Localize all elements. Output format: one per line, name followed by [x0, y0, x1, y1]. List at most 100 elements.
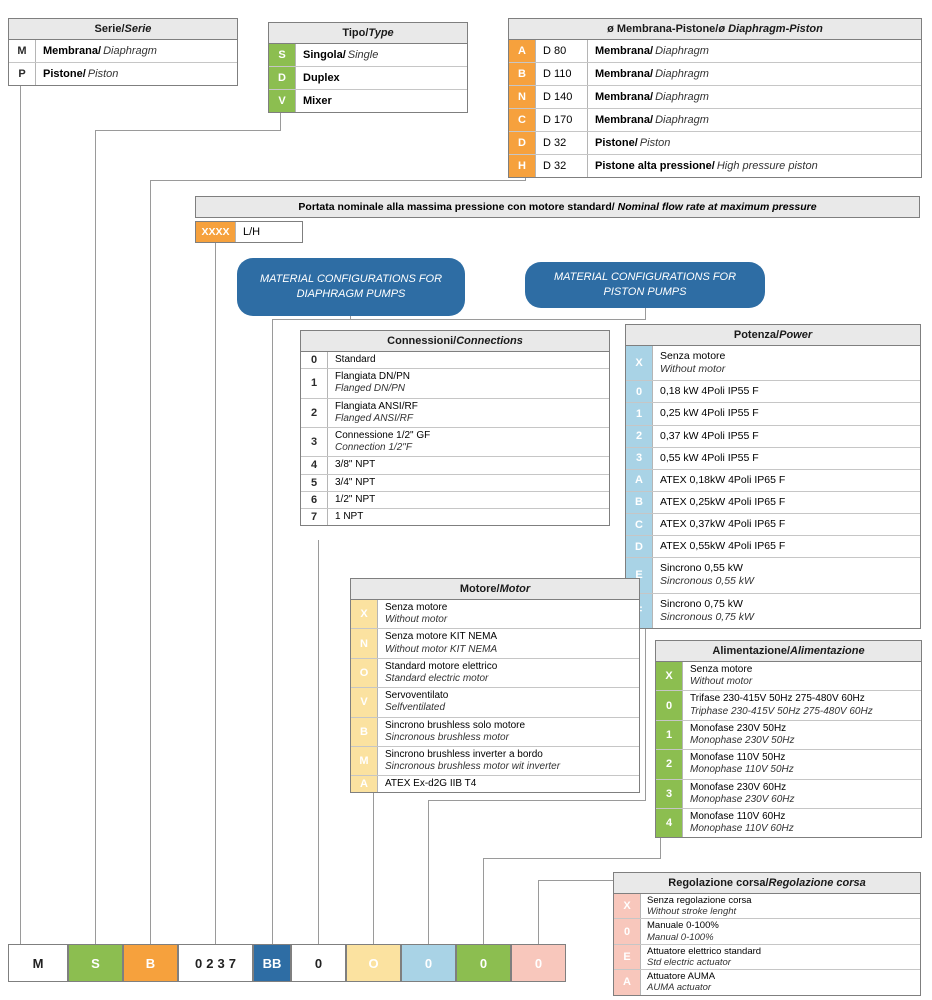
material-config-diaphragm-button[interactable]: MATERIAL CONFIGURATIONS FOR DIAPHRAGM PU… [237, 258, 465, 316]
row-description: Senza motore Without motor [690, 664, 753, 688]
key-cell: 4 [656, 808, 683, 838]
key-cell: 2 [656, 750, 683, 779]
key-cell: C [626, 514, 653, 536]
code-cell-connections: 0 [291, 944, 346, 982]
diaphragm-piston-table: ø Membrana-Pistone/ø Diaphragm-Piston A … [508, 18, 922, 178]
table-row: 1 Monofase 230V 50Hz Monophase 230V 50Hz [656, 719, 921, 750]
key-cell: X [351, 600, 378, 629]
connector-line [20, 85, 21, 950]
row-description: Senza regolazione corsa Without stroke le… [647, 895, 752, 918]
connector-line [95, 130, 281, 131]
table-row: N Senza motore KIT NEMA Without motor KIT… [351, 628, 639, 658]
connector-line [272, 319, 273, 950]
key-cell: 6 [301, 491, 328, 508]
table-row: X Senza motore Without motor [626, 346, 920, 381]
material-config-piston-button[interactable]: MATERIAL CONFIGURATIONS FOR PISTON PUMPS [525, 262, 765, 308]
key-cell: A [626, 469, 653, 491]
row-description: Pistone alta pressione/High pressure pis… [595, 160, 818, 172]
row-description: 1 NPT [335, 510, 364, 522]
diameter-cell: D 80 [536, 40, 588, 62]
key-cell: 0 [626, 381, 653, 403]
table-row: E Attuatore elettrico standard Std electr… [614, 943, 920, 970]
diameter-cell: D 170 [536, 109, 588, 131]
row-description: Attuatore elettrico standard Std electric… [647, 945, 762, 969]
table-row: A D 80 Membrana/Diaphragm [509, 40, 921, 62]
row-description: 3/8" NPT [335, 459, 376, 471]
row-description: Monofase 230V 60Hz Monophase 230V 60Hz [690, 781, 795, 805]
key-cell: H [509, 155, 536, 177]
key-cell: 5 [301, 474, 328, 491]
key-cell: 3 [626, 447, 653, 469]
table-row: 6 1/2" NPT [301, 490, 609, 508]
stroke-adjustment-table-title: Regolazione corsa/Regolazione corsa [614, 873, 920, 894]
table-row: E Sincrono 0,55 kW Sincronous 0,55 kW [626, 557, 920, 593]
code-cell-motor: O [346, 944, 401, 982]
key-cell: X [626, 346, 653, 381]
key-cell: D [626, 536, 653, 558]
motor-table-title: Motore/Motor [351, 579, 639, 600]
connector-line [483, 858, 661, 859]
code-cell-power-supply: 0 [456, 944, 511, 982]
flow-rate-row: XXXX L/H [195, 221, 303, 243]
key-cell: X [614, 894, 641, 919]
key-cell: N [351, 629, 378, 658]
key-cell: B [626, 491, 653, 513]
row-description: Monofase 110V 60Hz Monophase 110V 60Hz [690, 810, 794, 835]
table-row: C ATEX 0,37kW 4Poli IP65 F [626, 513, 920, 536]
connector-line [645, 605, 646, 801]
table-row: 7 1 NPT [301, 507, 609, 526]
row-description: Membrana/Diaphragm [595, 114, 709, 126]
key-cell: D [269, 67, 296, 89]
power-supply-table-title: Alimentazione/Alimentazione [656, 641, 921, 662]
row-description: Sincrono brushless inverter a bordo Sincr… [385, 748, 561, 773]
diameter-cell: D 140 [536, 86, 588, 108]
connector-line [215, 238, 216, 950]
connector-line [280, 108, 281, 131]
key-cell: 2 [301, 398, 328, 427]
connector-line [483, 858, 484, 950]
connector-line [95, 130, 96, 950]
code-cell-materials: BB [253, 944, 291, 982]
row-description: Trifase 230-415V 50Hz 275-480V 60Hz Triph… [690, 693, 873, 717]
table-row: M Membrana/ Diaphragm [9, 40, 237, 62]
key-cell: 1 [301, 369, 328, 398]
key-cell: 2 [626, 425, 653, 447]
table-row: M Sincrono brushless inverter a bordo Sin… [351, 745, 639, 776]
key-cell: P [9, 63, 36, 85]
key-cell: S [269, 44, 296, 66]
table-row: A ATEX Ex-d2G IIB T4 [351, 775, 639, 793]
table-row: X Senza motore Without motor [351, 600, 639, 629]
table-row: 2 Monofase 110V 50Hz Monophase 110V 50Hz [656, 749, 921, 779]
power-supply-table: Alimentazione/Alimentazione X Senza moto… [655, 640, 922, 839]
row-description: 0,18 kW 4Poli IP55 F [660, 385, 759, 398]
table-row: S Singola/Single [269, 44, 467, 66]
row-description: ATEX 0,37kW 4Poli IP65 F [660, 518, 786, 530]
row-description: 0,25 kW 4Poli IP55 F [660, 407, 759, 420]
row-description: ATEX Ex-d2G IIB T4 [385, 778, 477, 790]
table-row: 2 Flangiata ANSI/RF Flanged ANSI/RF [301, 397, 609, 427]
table-row: N D 140 Membrana/Diaphragm [509, 85, 921, 108]
table-row: X Senza regolazione corsa Without stroke … [614, 894, 920, 919]
connector-line [150, 180, 151, 950]
table-row: 1 Flangiata DN/PN Flanged DN/PN [301, 368, 609, 398]
table-row: X Senza motore Without motor [656, 662, 921, 691]
row-description: Pistone/ Piston [43, 68, 119, 80]
row-description: Membrana/Diaphragm [595, 91, 709, 103]
key-cell: O [351, 658, 378, 688]
key-cell: A [351, 776, 378, 793]
power-table-title: Potenza/Power [626, 325, 920, 346]
row-description: Manuale 0-100% Manual 0-100% [647, 920, 719, 943]
row-description: Mixer [303, 95, 332, 107]
row-description: Servoventilato Selfventilated [385, 690, 449, 714]
diaphragm-piston-table-title: ø Membrana-Pistone/ø Diaphragm-Piston [509, 19, 921, 40]
code-cell-diaphragm: B [123, 944, 178, 982]
row-description: Duplex [303, 72, 340, 84]
connector-line [428, 800, 646, 801]
table-row: 5 3/4" NPT [301, 473, 609, 491]
tipo-table-title: Tipo/Type [269, 23, 467, 44]
connector-line [150, 180, 526, 181]
row-description: Standard [335, 354, 376, 365]
row-description: Sincrono brushless solo motore Sincronous… [385, 719, 526, 743]
table-row: H D 32 Pistone alta pressione/High press… [509, 154, 921, 177]
key-cell: A [614, 970, 641, 995]
